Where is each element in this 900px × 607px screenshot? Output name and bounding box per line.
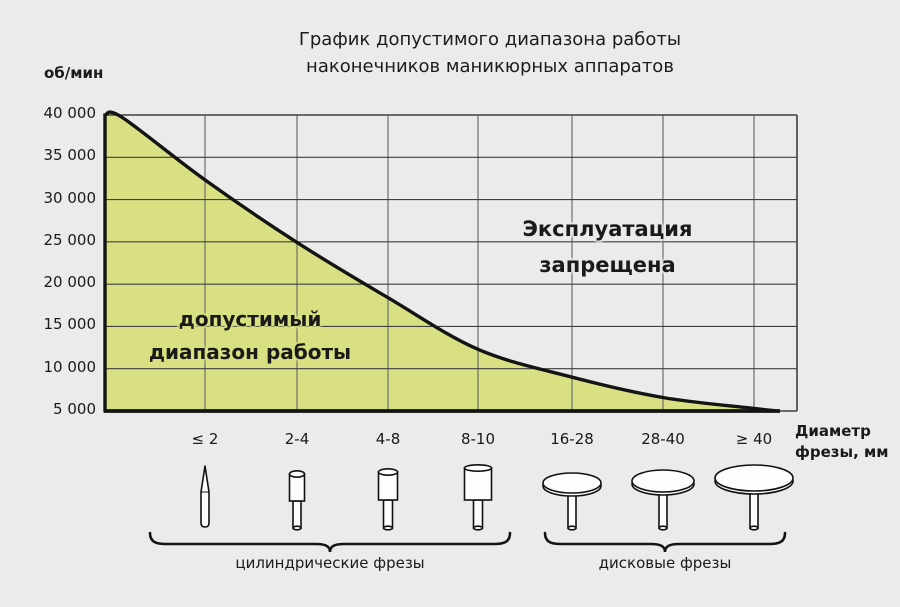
x-tick-label: ≥ 40	[735, 430, 773, 448]
x-tick-label: ≤ 2	[191, 430, 219, 448]
x-tick-label: 2-4	[284, 430, 310, 448]
x-tick-label: 8-10	[460, 430, 496, 448]
page-title: График допустимого диапазона работы нако…	[120, 26, 860, 80]
x-tick-label: 28-40	[641, 430, 685, 448]
forbidden-region-label-line2: запрещена	[539, 253, 676, 277]
forbidden-region-label-line1: Эксплуатация	[522, 217, 693, 241]
small-cylinder-bit-icon	[288, 469, 306, 531]
group-label-disc-bits: дисковые фрезы	[598, 554, 732, 572]
y-tick-label: 10 000	[43, 357, 97, 376]
y-tick-label: 5 000	[53, 400, 96, 418]
x-tick-label: 4-8	[375, 430, 401, 448]
page-title-line1: График допустимого диапазона работы	[298, 29, 682, 50]
forbidden-region-label: Эксплуатация запрещена	[450, 211, 765, 283]
medium-disc-bit-icon	[631, 469, 695, 531]
medium-cylinder-bit-icon	[377, 467, 399, 531]
rpm-limit-curve	[103, 110, 780, 413]
y-axis-unit-label: об/мин	[44, 64, 104, 82]
page-title-line2: наконечников маникюрных аппаратов	[306, 56, 674, 77]
y-tick-label: 35 000	[43, 146, 97, 165]
y-tick-label: 15 000	[43, 315, 97, 334]
y-tick-label: 20 000	[43, 273, 97, 292]
y-tick-label: 40 000	[43, 104, 97, 122]
x-axis-title-line2: фрезы, мм	[795, 443, 889, 461]
x-axis-title-line1: Диаметр	[795, 422, 871, 440]
large-disc-bit-icon	[714, 464, 794, 531]
allowed-region-label: допустимый диапазон работы	[95, 303, 405, 369]
group-label-cylindrical-bits: цилиндрические фрезы	[235, 554, 425, 572]
allowed-region-label-line2: диапазон работы	[148, 340, 352, 364]
needle-bit-icon	[200, 465, 210, 528]
x-tick-label: 16-28	[550, 430, 594, 448]
disc-bits-brace	[543, 531, 787, 553]
allowed-region-area	[105, 112, 778, 411]
allowed-region-label-line1: допустимый	[178, 307, 322, 331]
small-disc-bit-icon	[542, 472, 602, 531]
y-tick-label: 30 000	[43, 188, 97, 207]
large-cylinder-bit-icon	[463, 463, 493, 531]
y-tick-label: 25 000	[43, 230, 97, 249]
x-axis-title: Диаметр фрезы, мм	[795, 421, 889, 463]
cylindrical-bits-brace	[148, 531, 512, 553]
